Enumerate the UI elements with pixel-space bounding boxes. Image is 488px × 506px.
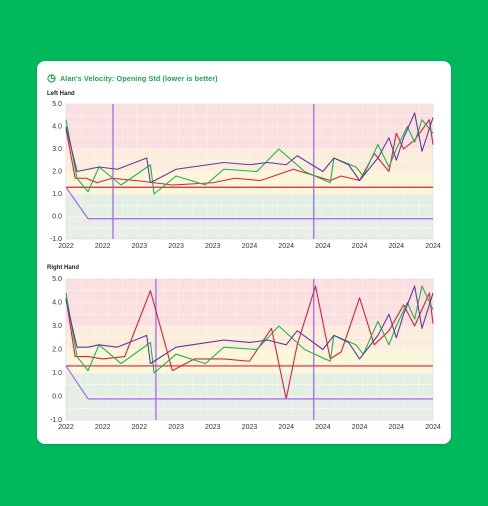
y-tick-label: 5.0 — [52, 101, 62, 108]
plot-frame — [65, 103, 434, 240]
y-tick-label: 1.0 — [52, 191, 62, 198]
x-tick-label: 2024 — [315, 243, 331, 250]
x-tick-label: 2024 — [352, 424, 368, 431]
x-tick-label: 2024 — [278, 243, 294, 250]
x-tick-label: 2023 — [205, 424, 221, 431]
x-tick-label: 2022 — [132, 424, 148, 431]
y-tick-label: 1.0 — [52, 370, 62, 377]
series-line-marker — [65, 365, 433, 400]
y-tick-label: -1.0 — [50, 236, 62, 243]
panel-label-left: Left Hand — [47, 91, 75, 97]
series-line-marker — [65, 186, 433, 220]
x-tick-label: 2022 — [58, 424, 74, 431]
series-line-purple — [65, 285, 434, 365]
y-tick-label: 2.0 — [52, 169, 62, 176]
x-tick-label: 2023 — [168, 424, 184, 431]
x-tick-label: 2023 — [132, 243, 148, 250]
x-tick-label: 2024 — [352, 243, 368, 250]
y-tick-label: -1.0 — [50, 417, 62, 424]
plot-frame — [65, 278, 434, 421]
card-title: Alan's Velocity: Opening Std (lower is b… — [60, 73, 218, 83]
x-tick-label: 2022 — [58, 243, 74, 250]
x-tick-label: 2024 — [242, 243, 258, 250]
x-tick-label: 2022 — [95, 424, 111, 431]
x-tick-label: 2022 — [95, 243, 111, 250]
y-tick-label: 3.0 — [52, 323, 62, 330]
panel-label-right: Right Hand — [47, 265, 79, 271]
y-tick-label: 3.0 — [52, 146, 62, 153]
series-line-purple — [65, 112, 434, 184]
x-tick-label: 2024 — [315, 424, 331, 431]
y-tick-label: 2.0 — [52, 347, 62, 354]
card-header: Alan's Velocity: Opening Std (lower is b… — [47, 71, 218, 85]
y-tick-label: 0.0 — [52, 214, 62, 221]
y-tick-label: 5.0 — [52, 276, 62, 283]
y-tick-label: 0.0 — [52, 394, 62, 401]
x-tick-label: 2023 — [168, 243, 184, 250]
x-tick-label: 2024 — [425, 424, 441, 431]
x-tick-label: 2023 — [242, 424, 258, 431]
x-tick-label: 2024 — [389, 243, 405, 250]
velocity-card: Alan's Velocity: Opening Std (lower is b… — [37, 61, 451, 444]
x-tick-label: 2024 — [278, 424, 294, 431]
x-tick-label: 2023 — [205, 243, 221, 250]
y-tick-label: 4.0 — [52, 124, 62, 131]
pie-chart-icon — [47, 73, 56, 83]
x-tick-label: 2024 — [425, 243, 441, 250]
x-tick-label: 2024 — [389, 424, 405, 431]
y-tick-label: 4.0 — [52, 300, 62, 307]
